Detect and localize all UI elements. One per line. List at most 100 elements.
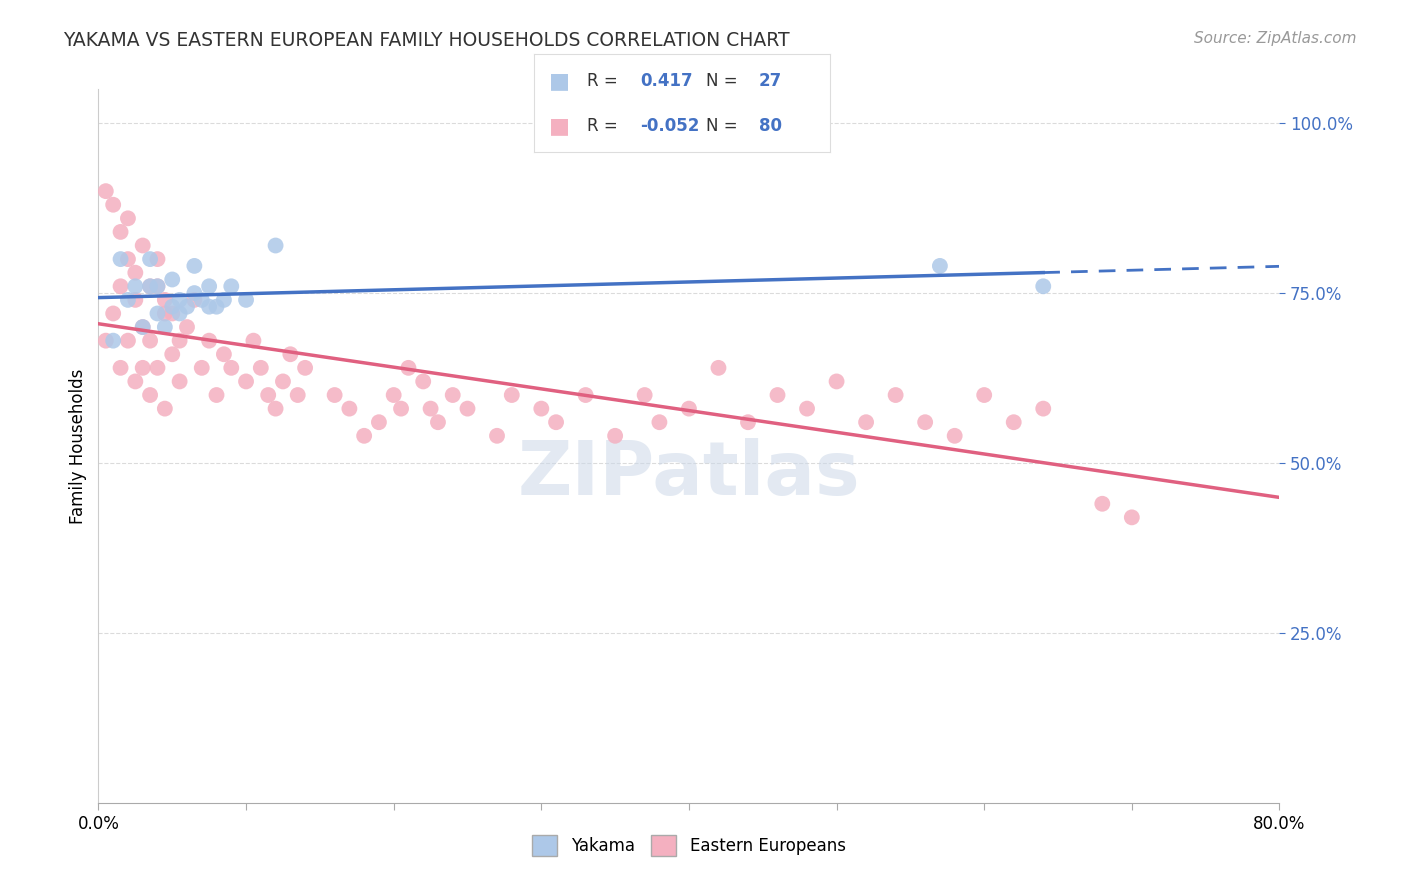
Point — [382, 388, 405, 402]
Text: N =: N = — [706, 117, 742, 135]
Point — [110, 225, 132, 239]
Point — [94, 334, 117, 348]
Point — [280, 347, 302, 361]
Point — [183, 259, 205, 273]
Point — [191, 293, 214, 307]
Point — [146, 306, 169, 320]
Point — [221, 360, 243, 375]
Point — [162, 300, 183, 314]
Point — [153, 306, 176, 320]
Point — [132, 320, 155, 334]
Point — [169, 334, 191, 348]
Point — [235, 375, 257, 389]
Point — [124, 279, 146, 293]
Point — [648, 415, 671, 429]
Point — [1091, 497, 1114, 511]
Point — [169, 375, 191, 389]
Point — [427, 415, 450, 429]
Legend: Yakama, Eastern Europeans: Yakama, Eastern Europeans — [526, 829, 852, 863]
Point — [212, 347, 235, 361]
Point — [191, 360, 214, 375]
Text: 0.417: 0.417 — [641, 72, 693, 90]
Point — [198, 300, 221, 314]
Point — [973, 388, 995, 402]
Point — [678, 401, 700, 416]
Point — [94, 184, 117, 198]
Point — [146, 279, 169, 293]
Point — [205, 300, 228, 314]
Point — [1032, 279, 1054, 293]
Text: Source: ZipAtlas.com: Source: ZipAtlas.com — [1194, 31, 1357, 46]
Point — [110, 279, 132, 293]
Point — [110, 360, 132, 375]
Point — [929, 259, 952, 273]
Point — [139, 334, 162, 348]
Point — [124, 266, 146, 280]
Point — [153, 293, 176, 307]
Point — [575, 388, 598, 402]
Point — [368, 415, 391, 429]
Point — [132, 238, 155, 252]
Text: N =: N = — [706, 72, 742, 90]
Y-axis label: Family Households: Family Households — [69, 368, 87, 524]
Point — [198, 279, 221, 293]
Point — [162, 306, 183, 320]
Point — [264, 238, 287, 252]
Point — [132, 360, 155, 375]
Point — [117, 252, 139, 266]
Point — [264, 401, 287, 416]
Text: 27: 27 — [759, 72, 782, 90]
Point — [103, 306, 125, 320]
Point — [1002, 415, 1025, 429]
Point — [146, 279, 169, 293]
Point — [153, 320, 176, 334]
Point — [825, 375, 848, 389]
Point — [796, 401, 818, 416]
Point — [139, 252, 162, 266]
Point — [183, 286, 205, 301]
Point — [198, 334, 221, 348]
Point — [707, 360, 730, 375]
Text: ZIPatlas: ZIPatlas — [517, 438, 860, 511]
Point — [146, 360, 169, 375]
Point — [117, 334, 139, 348]
Point — [323, 388, 346, 402]
Text: 80: 80 — [759, 117, 782, 135]
Text: YAKAMA VS EASTERN EUROPEAN FAMILY HOUSEHOLDS CORRELATION CHART: YAKAMA VS EASTERN EUROPEAN FAMILY HOUSEH… — [63, 31, 790, 50]
Point — [132, 320, 155, 334]
Point — [1032, 401, 1054, 416]
Point — [235, 293, 257, 307]
Text: ■: ■ — [548, 71, 569, 91]
Point — [605, 429, 627, 443]
Point — [257, 388, 280, 402]
Point — [1121, 510, 1143, 524]
Point — [943, 429, 966, 443]
Point — [139, 388, 162, 402]
Point — [353, 429, 375, 443]
Point — [183, 293, 205, 307]
Point — [117, 211, 139, 226]
Text: ■: ■ — [548, 116, 569, 136]
Point — [486, 429, 509, 443]
Text: R =: R = — [588, 72, 623, 90]
Point — [884, 388, 907, 402]
Point — [855, 415, 877, 429]
Point — [117, 293, 139, 307]
Point — [212, 293, 235, 307]
Text: -0.052: -0.052 — [641, 117, 700, 135]
Point — [737, 415, 759, 429]
Point — [124, 293, 146, 307]
Point — [146, 252, 169, 266]
Point — [271, 375, 294, 389]
Point — [441, 388, 464, 402]
Point — [250, 360, 273, 375]
Point — [162, 347, 183, 361]
Point — [389, 401, 412, 416]
Point — [457, 401, 479, 416]
Point — [176, 320, 198, 334]
Point — [530, 401, 553, 416]
Point — [110, 252, 132, 266]
Point — [501, 388, 523, 402]
Point — [176, 300, 198, 314]
Point — [139, 279, 162, 293]
